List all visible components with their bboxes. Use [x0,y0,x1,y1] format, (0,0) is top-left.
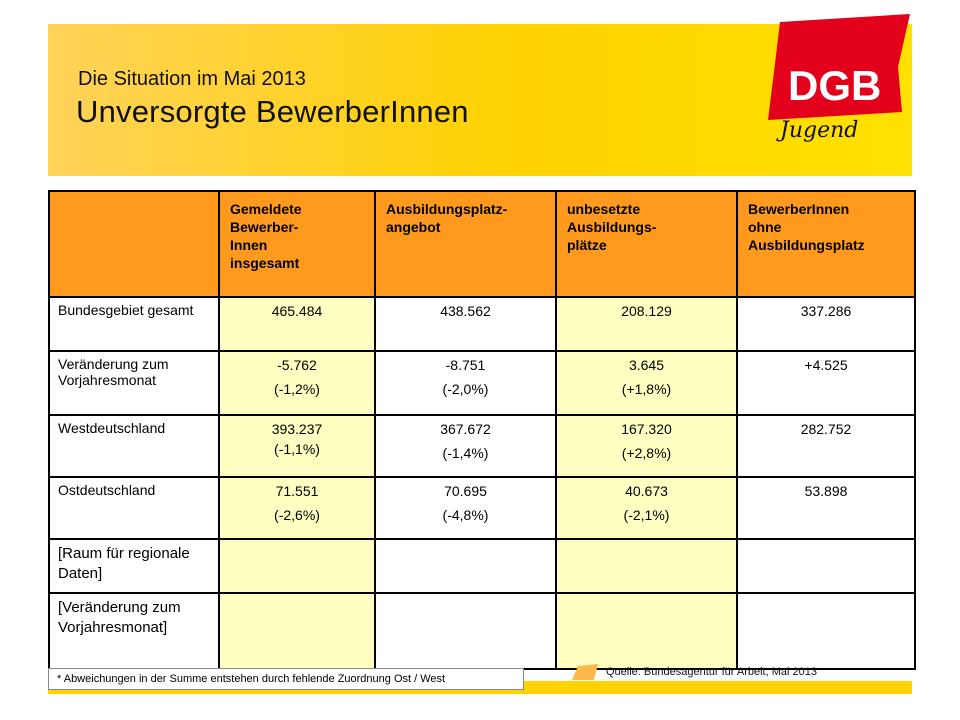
column-header: unbesetzte Ausbildungs- plätze [555,190,738,298]
header-row: Gemeldete Bewerber- Innen insgesamt Ausb… [48,190,916,298]
table-cell [374,592,557,670]
svg-text:DGB: DGB [788,62,881,109]
table-cell: 3.645 (+1,8%) [555,350,738,416]
table-cell: 465.484 [218,296,376,352]
column-header: Gemeldete Bewerber- Innen insgesamt [218,190,376,298]
table-cell: 70.695 (-4,8%) [374,476,557,540]
column-header: BewerberInnen ohne Ausbildungsplatz [736,190,916,298]
table-cell: +4.525 [736,350,916,416]
table-cell [555,538,738,594]
column-header: Ausbildungsplatz- angebot [374,190,557,298]
corner-cell [48,190,220,298]
source-marker-icon [572,664,598,680]
title-banner [48,24,912,176]
table-cell [218,538,376,594]
table-cell: 367.672 (-1,4%) [374,414,557,478]
row-label: [Raum für regionale Daten] [48,538,220,594]
table-row: [Raum für regionale Daten] [48,538,916,594]
table-cell [374,538,557,594]
table-cell [218,592,376,670]
table-cell: -8.751 (-2,0%) [374,350,557,416]
table-cell [736,592,916,670]
table-cell: 40.673 (-2,1%) [555,476,738,540]
table-row: [Veränderung zum Vorjahresmonat] [48,592,916,670]
svg-text:Jugend: Jugend [776,118,858,143]
table-row: Ostdeutschland 71.551 (-2,6%) 70.695 (-4,8… [48,476,916,540]
table-cell: 167.320 (+2,8%) [555,414,738,478]
table-row: Veränderung zum Vorjahresmonat -5.762 (-1… [48,350,916,416]
footnote: * Abweichungen in der Summe entstehen du… [48,668,524,690]
table-cell [555,592,738,670]
row-label: Veränderung zum Vorjahresmonat [48,350,220,416]
table-cell: 71.551 (-2,6%) [218,476,376,540]
data-table: Gemeldete Bewerber- Innen insgesamt Ausb… [48,190,916,670]
page-subtitle: Die Situation im Mai 2013 [78,68,306,90]
row-label: [Veränderung zum Vorjahresmonat] [48,592,220,670]
row-label: Bundesgebiet gesamt [48,296,220,352]
table-row: Westdeutschland 393.237 (-1,1%) 367.672 (-… [48,414,916,478]
page-title: Unversorgte BewerberInnen [76,94,469,129]
table-cell [736,538,916,594]
table-cell: 337.286 [736,296,916,352]
table-cell: 393.237 (-1,1%) [218,414,376,478]
dgb-jugend-logo: DGB Jugend [768,14,910,143]
table-cell: 282.752 [736,414,916,478]
row-label: Westdeutschland [48,414,220,478]
row-label: Ostdeutschland [48,476,220,540]
source-citation: Quelle: Bundesagentur für Arbeit, Mai 20… [606,666,817,678]
table-cell: 438.562 [374,296,557,352]
table-cell: -5.762 (-1,2%) [218,350,376,416]
table-cell: 53.898 [736,476,916,540]
table-cell: 208.129 [555,296,738,352]
table-row: Bundesgebiet gesamt 465.484 438.562 208.… [48,296,916,352]
